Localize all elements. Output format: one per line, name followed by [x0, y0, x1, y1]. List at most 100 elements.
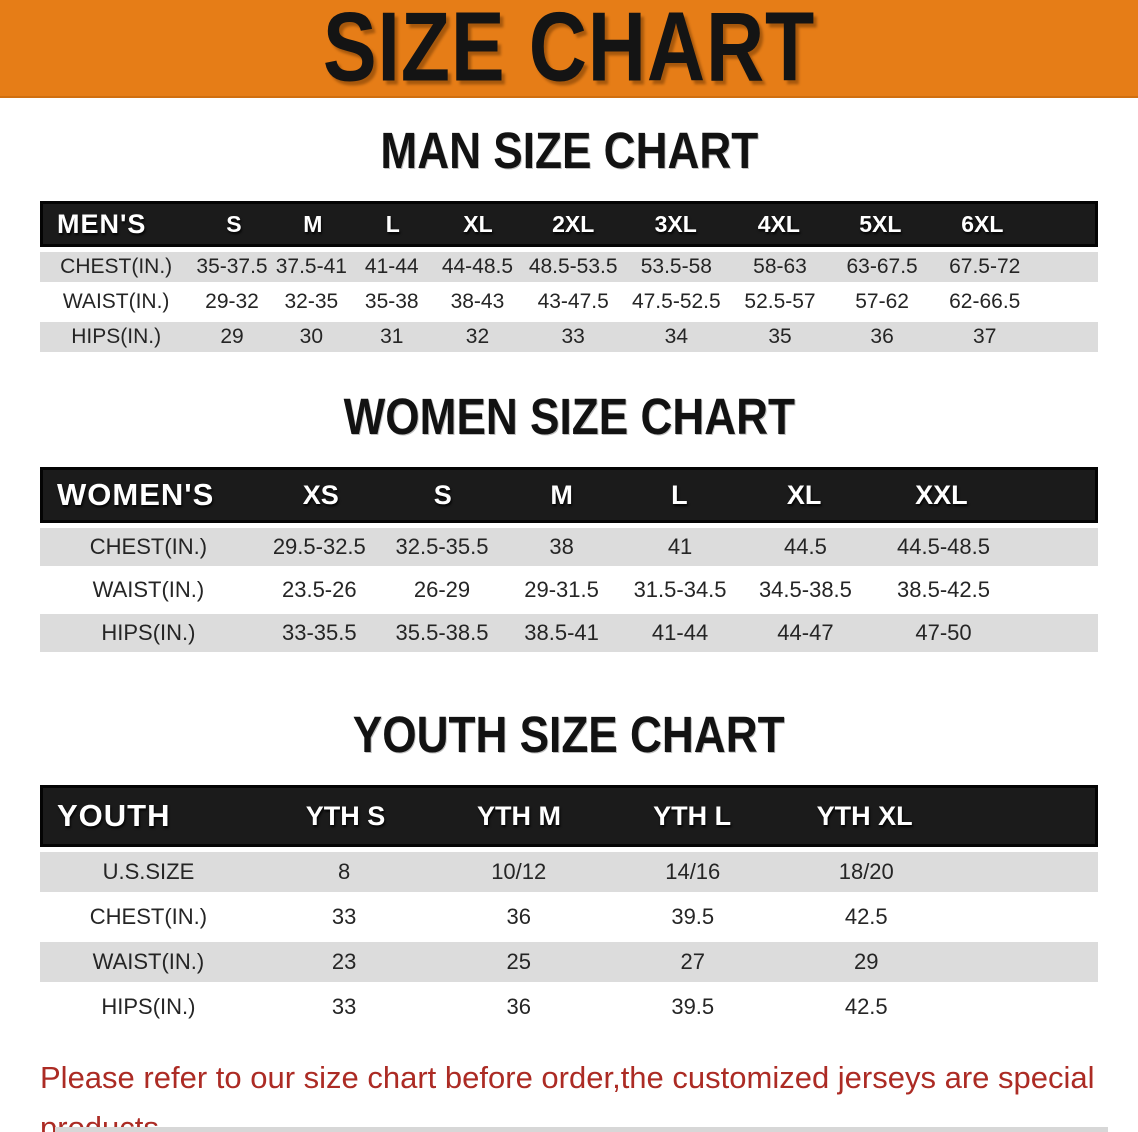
size-value: 37	[973, 325, 997, 348]
table-group-label: WOMEN'S	[57, 477, 215, 512]
size-value: 23.5-26	[281, 577, 357, 602]
size-value: 44.5	[784, 534, 827, 559]
man-section-title: MAN SIZE CHART	[380, 123, 758, 180]
column-header: XXL	[915, 479, 968, 510]
size-value: 44-48.5	[441, 255, 514, 278]
column-header: XL	[786, 479, 822, 510]
table-header-row: YOUTH YTH S YTH M YTH L YTH XL	[40, 785, 1098, 847]
table-row: HIPS(IN.) 33 36 39.5 42.5	[40, 987, 1098, 1027]
row-label: HIPS(IN.)	[101, 994, 196, 1019]
size-value: 58-63	[753, 255, 807, 278]
bottom-edge-line	[55, 1127, 1108, 1132]
size-value: 42.5	[844, 904, 888, 929]
size-value: 35.5-38.5	[395, 620, 489, 645]
table-row: WAIST(IN.) 23.5-26 26-29 29-31.5 31.5-34.5 34…	[40, 571, 1098, 609]
size-value: 29.5-32.5	[272, 534, 366, 559]
man-section-heading: MAN SIZE CHART	[0, 123, 1138, 180]
size-value: 36	[506, 994, 531, 1019]
size-value: 32-35	[284, 290, 339, 313]
column-header: XS	[302, 479, 339, 510]
size-value: 32.5-35.5	[395, 534, 489, 559]
women-section-title: WOMEN SIZE CHART	[343, 389, 795, 446]
size-value: 36	[506, 904, 531, 929]
row-label: HIPS(IN.)	[71, 325, 162, 348]
size-value: 41-44	[651, 620, 709, 645]
size-value: 67.5-72	[949, 255, 1021, 278]
size-value: 33-35.5	[281, 620, 357, 645]
table-group-label: YOUTH	[57, 798, 171, 833]
table-row: CHEST(IN.) 33 36 39.5 42.5	[40, 897, 1098, 937]
size-value: 47.5-52.5	[631, 290, 721, 313]
size-value: 47-50	[915, 620, 972, 645]
size-value: 33	[331, 994, 357, 1019]
column-header: YTH M	[477, 800, 562, 831]
row-label: HIPS(IN.)	[101, 620, 196, 645]
table-header-row: WOMEN'S XS S M L XL XXL	[40, 467, 1098, 523]
size-value: 41-44	[364, 255, 419, 278]
table-row: WAIST(IN.) 29-32 32-35 35-38 38-43 43-47.5 47.…	[40, 287, 1098, 317]
size-value: 29-32	[205, 290, 259, 313]
size-value: 52.5-57	[744, 290, 816, 313]
size-value: 23	[331, 949, 357, 974]
column-header: 4XL	[757, 210, 800, 237]
women-section-heading: WOMEN SIZE CHART	[0, 389, 1138, 446]
page-title: SIZE CHART	[322, 0, 816, 103]
size-value: 8	[338, 859, 351, 884]
order-policy-note: Please refer to our size chart before or…	[40, 1053, 1138, 1132]
size-value: 34.5-38.5	[758, 577, 852, 602]
size-value: 14/16	[665, 859, 721, 884]
column-header: 2XL	[552, 210, 595, 237]
column-header: M	[550, 479, 573, 510]
size-value: 57-62	[855, 290, 909, 313]
size-value: 39.5	[671, 994, 715, 1019]
size-value: 10/12	[491, 859, 547, 884]
column-header: 5XL	[859, 210, 902, 237]
size-value: 37.5-41	[275, 255, 347, 278]
size-value: 53.5-58	[640, 255, 712, 278]
column-header: 6XL	[961, 210, 1004, 237]
row-label: CHEST(IN.)	[60, 255, 173, 278]
column-header: M	[303, 210, 323, 237]
size-value: 36	[870, 325, 894, 348]
size-value: 32	[465, 325, 490, 348]
column-header: S	[226, 210, 242, 237]
size-value: 62-66.5	[949, 290, 1021, 313]
size-value: 33	[331, 904, 357, 929]
size-value: 29-31.5	[524, 577, 599, 602]
size-value: 35	[768, 325, 792, 348]
table-row: HIPS(IN.) 29 30 31 32 33 34 35 36 37	[40, 322, 1098, 352]
table-row: CHEST(IN.) 35-37.5 37.5-41 41-44 44-48.5 48.5…	[40, 252, 1098, 282]
size-value: 63-67.5	[846, 255, 918, 278]
order-policy-line-1: Please refer to our size chart before or…	[40, 1060, 1095, 1132]
size-value: 38.5-42.5	[897, 577, 990, 602]
row-label: WAIST(IN.)	[62, 290, 170, 313]
size-value: 30	[299, 325, 324, 348]
column-header: YTH S	[305, 800, 386, 831]
size-value: 29	[220, 325, 244, 348]
row-label: CHEST(IN.)	[89, 904, 208, 929]
table-row: U.S.SIZE 8 10/12 14/16 18/20	[40, 852, 1098, 892]
size-value: 33	[561, 325, 585, 348]
size-value: 29	[854, 949, 879, 974]
size-value: 38-43	[450, 290, 505, 313]
size-value: 44.5-48.5	[897, 534, 990, 559]
table-header-row: MEN'S S M L XL 2XL 3XL 4XL 5XL 6XL	[40, 201, 1098, 247]
women-size-table: WOMEN'S XS S M L XL XXL CHEST(IN.) 29.5-32.5 32.5…	[40, 467, 1098, 652]
column-header: YTH L	[653, 800, 732, 831]
row-label: CHEST(IN.)	[89, 534, 208, 559]
size-value: 18/20	[838, 859, 894, 884]
row-label: WAIST(IN.)	[92, 949, 205, 974]
size-value: 43-47.5	[537, 290, 609, 313]
size-value: 48.5-53.5	[528, 255, 618, 278]
size-value: 27	[680, 949, 705, 974]
column-header: YTH XL	[816, 800, 913, 831]
column-header: S	[433, 479, 452, 510]
size-value: 31	[380, 325, 404, 348]
size-value: 31.5-34.5	[633, 577, 727, 602]
column-header: L	[671, 479, 688, 510]
size-value: 34	[664, 325, 689, 348]
table-row: CHEST(IN.) 29.5-32.5 32.5-35.5 38 41 44.5 44.5…	[40, 528, 1098, 566]
youth-section-heading: YOUTH SIZE CHART	[0, 707, 1138, 763]
size-value: 38	[549, 534, 574, 559]
